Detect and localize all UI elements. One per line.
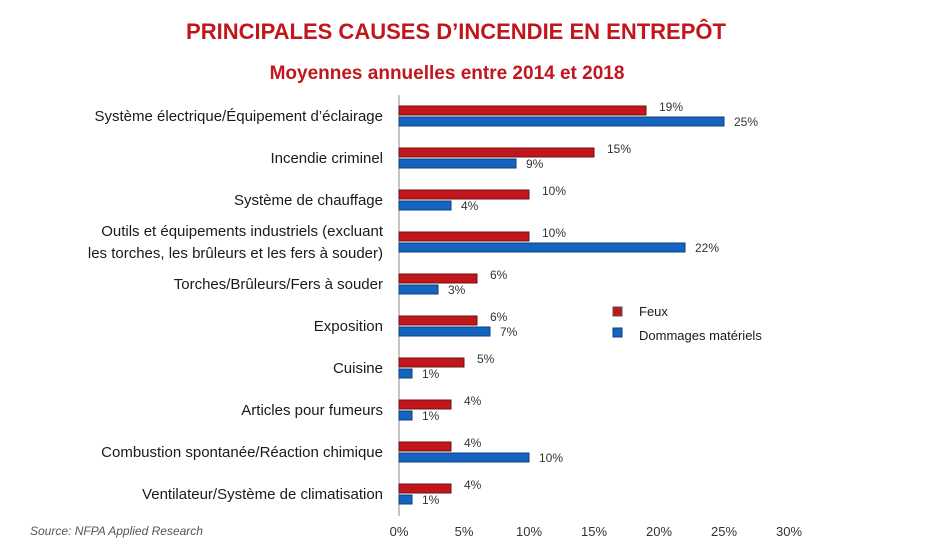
bar-dommages xyxy=(398,326,491,337)
value-label-feux: 4% xyxy=(464,394,482,408)
legend-swatch-dommages xyxy=(612,327,623,338)
category-label: Ventilateur/Système de climatisation xyxy=(142,486,383,503)
bar-dommages xyxy=(398,410,413,421)
x-tick-label: 25% xyxy=(711,524,737,539)
value-label-feux: 4% xyxy=(464,478,482,492)
legend-label-dommages: Dommages matériels xyxy=(639,328,762,343)
value-label-dommages: 9% xyxy=(526,157,544,171)
bar-dommages xyxy=(398,452,530,463)
value-label-dommages: 10% xyxy=(539,451,563,465)
x-tick-label: 0% xyxy=(390,524,409,539)
value-label-dommages: 1% xyxy=(422,409,440,423)
bar-dommages xyxy=(398,116,725,127)
value-label-feux: 5% xyxy=(477,352,495,366)
bar-feux xyxy=(398,147,595,158)
value-label-dommages: 1% xyxy=(422,367,440,381)
value-label-feux: 6% xyxy=(490,268,508,282)
bar-feux xyxy=(398,231,530,242)
value-label-feux: 4% xyxy=(464,436,482,450)
bars-group: 19%25%15%9%10%4%10%22%6%3%6%7%5%1%4%1%4%… xyxy=(398,100,758,507)
value-label-dommages: 4% xyxy=(461,199,479,213)
bar-feux xyxy=(398,483,452,494)
bar-feux xyxy=(398,105,647,116)
value-label-dommages: 3% xyxy=(448,283,466,297)
bar-dommages xyxy=(398,200,452,211)
x-tick-label: 15% xyxy=(581,524,607,539)
category-label: Outils et équipements industriels (exclu… xyxy=(101,223,384,240)
legend-label-feux: Feux xyxy=(639,304,668,319)
x-tick-label: 5% xyxy=(455,524,474,539)
category-label: Combustion spontanée/Réaction chimique xyxy=(101,444,383,461)
category-label: les torches, les brûleurs et les fers à … xyxy=(88,245,383,262)
bar-dommages xyxy=(398,368,413,379)
legend-swatch-feux xyxy=(612,306,623,317)
bar-feux xyxy=(398,273,478,284)
value-label-feux: 10% xyxy=(542,184,566,198)
source-note: Source: NFPA Applied Research xyxy=(30,524,203,538)
legend: Feux Dommages matériels xyxy=(612,304,762,343)
category-labels-group: Système électrique/Équipement d’éclairag… xyxy=(88,108,384,503)
bar-feux xyxy=(398,315,478,326)
x-axis-ticks-group: 0% 5% 10% 15% 20% 25% 30% xyxy=(390,524,803,539)
value-label-dommages: 22% xyxy=(695,241,719,255)
category-label: Torches/Brûleurs/Fers à souder xyxy=(174,276,383,293)
chart-subtitle: Moyennes annuelles entre 2014 et 2018 xyxy=(270,63,625,84)
category-label: Incendie criminel xyxy=(270,150,383,167)
bar-dommages xyxy=(398,284,439,295)
bar-feux xyxy=(398,189,530,200)
bar-feux xyxy=(398,399,452,410)
value-label-dommages: 1% xyxy=(422,493,440,507)
category-label: Système de chauffage xyxy=(234,192,383,209)
bar-dommages xyxy=(398,158,517,169)
value-label-feux: 10% xyxy=(542,226,566,240)
value-label-feux: 15% xyxy=(607,142,631,156)
chart-title: PRINCIPALES CAUSES D’INCENDIE EN ENTREPÔ… xyxy=(186,19,726,44)
category-label: Cuisine xyxy=(333,360,383,377)
bar-dommages xyxy=(398,242,686,253)
bar-dommages xyxy=(398,494,413,505)
value-label-dommages: 7% xyxy=(500,325,518,339)
x-tick-label: 20% xyxy=(646,524,672,539)
x-tick-label: 30% xyxy=(776,524,802,539)
bar-feux xyxy=(398,441,452,452)
category-label: Articles pour fumeurs xyxy=(241,402,383,419)
x-tick-label: 10% xyxy=(516,524,542,539)
value-label-feux: 6% xyxy=(490,310,508,324)
category-label: Système électrique/Équipement d’éclairag… xyxy=(95,108,384,125)
category-label: Exposition xyxy=(314,318,383,335)
value-label-dommages: 25% xyxy=(734,115,758,129)
bar-feux xyxy=(398,357,465,368)
value-label-feux: 19% xyxy=(659,100,683,114)
